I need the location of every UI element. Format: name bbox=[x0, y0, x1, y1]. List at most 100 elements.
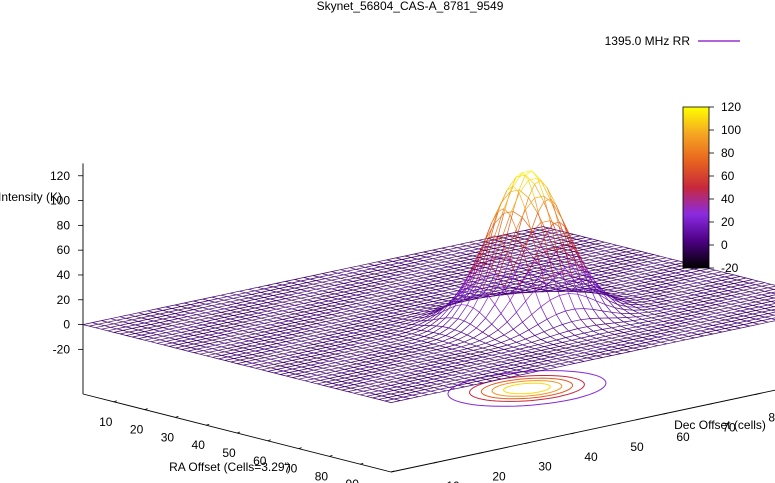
mesh-line bbox=[427, 358, 437, 361]
mesh-line bbox=[396, 358, 407, 362]
mesh-line bbox=[506, 228, 517, 253]
mesh-line bbox=[392, 269, 400, 272]
mesh-line bbox=[306, 288, 317, 292]
mesh-line bbox=[313, 301, 320, 304]
mesh-line bbox=[381, 385, 391, 388]
mesh-line bbox=[286, 367, 293, 370]
mesh-line bbox=[184, 300, 194, 304]
mesh-line bbox=[663, 336, 674, 340]
mesh-line bbox=[543, 234, 550, 238]
mesh-line bbox=[482, 363, 493, 367]
mesh-line bbox=[663, 276, 673, 279]
mesh-line bbox=[620, 342, 631, 346]
mesh-line bbox=[429, 253, 436, 256]
mesh-line bbox=[328, 315, 339, 319]
mesh-line bbox=[473, 349, 480, 353]
mesh-line bbox=[353, 367, 361, 370]
mesh-line bbox=[417, 330, 428, 336]
mesh-line bbox=[329, 386, 336, 389]
mesh-line bbox=[439, 294, 446, 297]
mesh-line bbox=[731, 295, 738, 298]
mesh-line bbox=[666, 300, 673, 303]
mesh-line bbox=[165, 313, 176, 316]
mesh-line bbox=[432, 292, 440, 295]
mesh-line bbox=[356, 370, 367, 373]
mesh-line bbox=[475, 243, 482, 246]
mesh-line bbox=[211, 294, 222, 298]
mesh-line bbox=[635, 266, 642, 270]
mesh-line bbox=[233, 340, 240, 344]
mesh-line bbox=[672, 293, 679, 296]
mesh-line bbox=[450, 243, 461, 247]
mesh-line bbox=[113, 332, 121, 335]
mesh-line bbox=[441, 263, 452, 266]
mesh-line bbox=[439, 308, 449, 319]
mesh-line bbox=[300, 278, 311, 282]
mesh-line bbox=[350, 377, 361, 380]
mesh-line bbox=[587, 348, 594, 352]
mesh-line bbox=[694, 303, 701, 306]
mesh-line bbox=[470, 312, 480, 325]
mesh-line bbox=[730, 284, 741, 288]
mesh-line bbox=[175, 319, 185, 323]
mesh-line bbox=[524, 228, 534, 231]
mesh-line bbox=[525, 338, 532, 343]
mesh-line bbox=[688, 327, 695, 330]
mesh-line bbox=[405, 279, 415, 283]
mesh-line bbox=[706, 289, 713, 292]
mesh-line bbox=[405, 305, 415, 308]
mesh-line bbox=[672, 327, 680, 331]
mesh-line bbox=[254, 307, 262, 310]
mesh-line bbox=[362, 363, 373, 366]
mesh-line bbox=[350, 370, 357, 373]
mesh-line bbox=[230, 301, 237, 304]
mesh-line bbox=[620, 313, 627, 318]
mesh-line bbox=[682, 334, 689, 337]
mesh-line bbox=[534, 331, 545, 336]
mesh-line bbox=[460, 304, 468, 306]
mesh-line bbox=[150, 339, 161, 343]
mesh-line bbox=[467, 372, 477, 376]
mesh-line bbox=[175, 347, 182, 350]
mesh-line bbox=[421, 340, 428, 343]
mesh-line bbox=[509, 264, 516, 268]
mesh-line bbox=[556, 347, 566, 351]
mesh-line bbox=[519, 355, 529, 359]
mesh-line bbox=[409, 372, 416, 375]
mesh-line bbox=[479, 340, 486, 344]
mesh-line bbox=[205, 301, 215, 305]
mesh-line bbox=[473, 294, 483, 298]
mesh-line bbox=[445, 373, 453, 376]
mesh-line bbox=[270, 296, 280, 300]
mesh-line bbox=[439, 354, 446, 357]
mesh-line bbox=[444, 259, 455, 263]
mesh-line bbox=[623, 255, 630, 258]
mesh-line bbox=[669, 294, 679, 298]
mesh-line bbox=[501, 352, 508, 356]
mesh-line bbox=[660, 262, 670, 266]
mesh-line bbox=[439, 345, 446, 348]
mesh-line bbox=[476, 363, 483, 367]
mesh-line bbox=[755, 308, 766, 311]
mesh-line bbox=[746, 318, 756, 322]
mesh-line bbox=[217, 304, 228, 308]
mesh-line bbox=[383, 288, 391, 292]
mesh-line bbox=[329, 369, 336, 372]
mesh-line bbox=[562, 357, 572, 361]
mesh-line bbox=[273, 362, 284, 365]
mesh-line bbox=[371, 320, 379, 323]
mesh-line bbox=[531, 170, 542, 181]
mesh-line bbox=[500, 247, 510, 251]
mesh-line bbox=[495, 368, 502, 371]
mesh-line bbox=[531, 339, 542, 343]
mesh-line bbox=[294, 294, 305, 298]
mesh-line bbox=[316, 340, 323, 343]
mesh-line bbox=[638, 303, 649, 306]
mesh-line bbox=[369, 373, 379, 376]
mesh-line bbox=[203, 348, 213, 352]
mesh-line bbox=[605, 304, 615, 308]
mesh-line bbox=[227, 356, 234, 359]
mesh-line bbox=[458, 374, 468, 378]
mesh-line bbox=[596, 344, 606, 348]
mesh-line bbox=[694, 294, 701, 297]
